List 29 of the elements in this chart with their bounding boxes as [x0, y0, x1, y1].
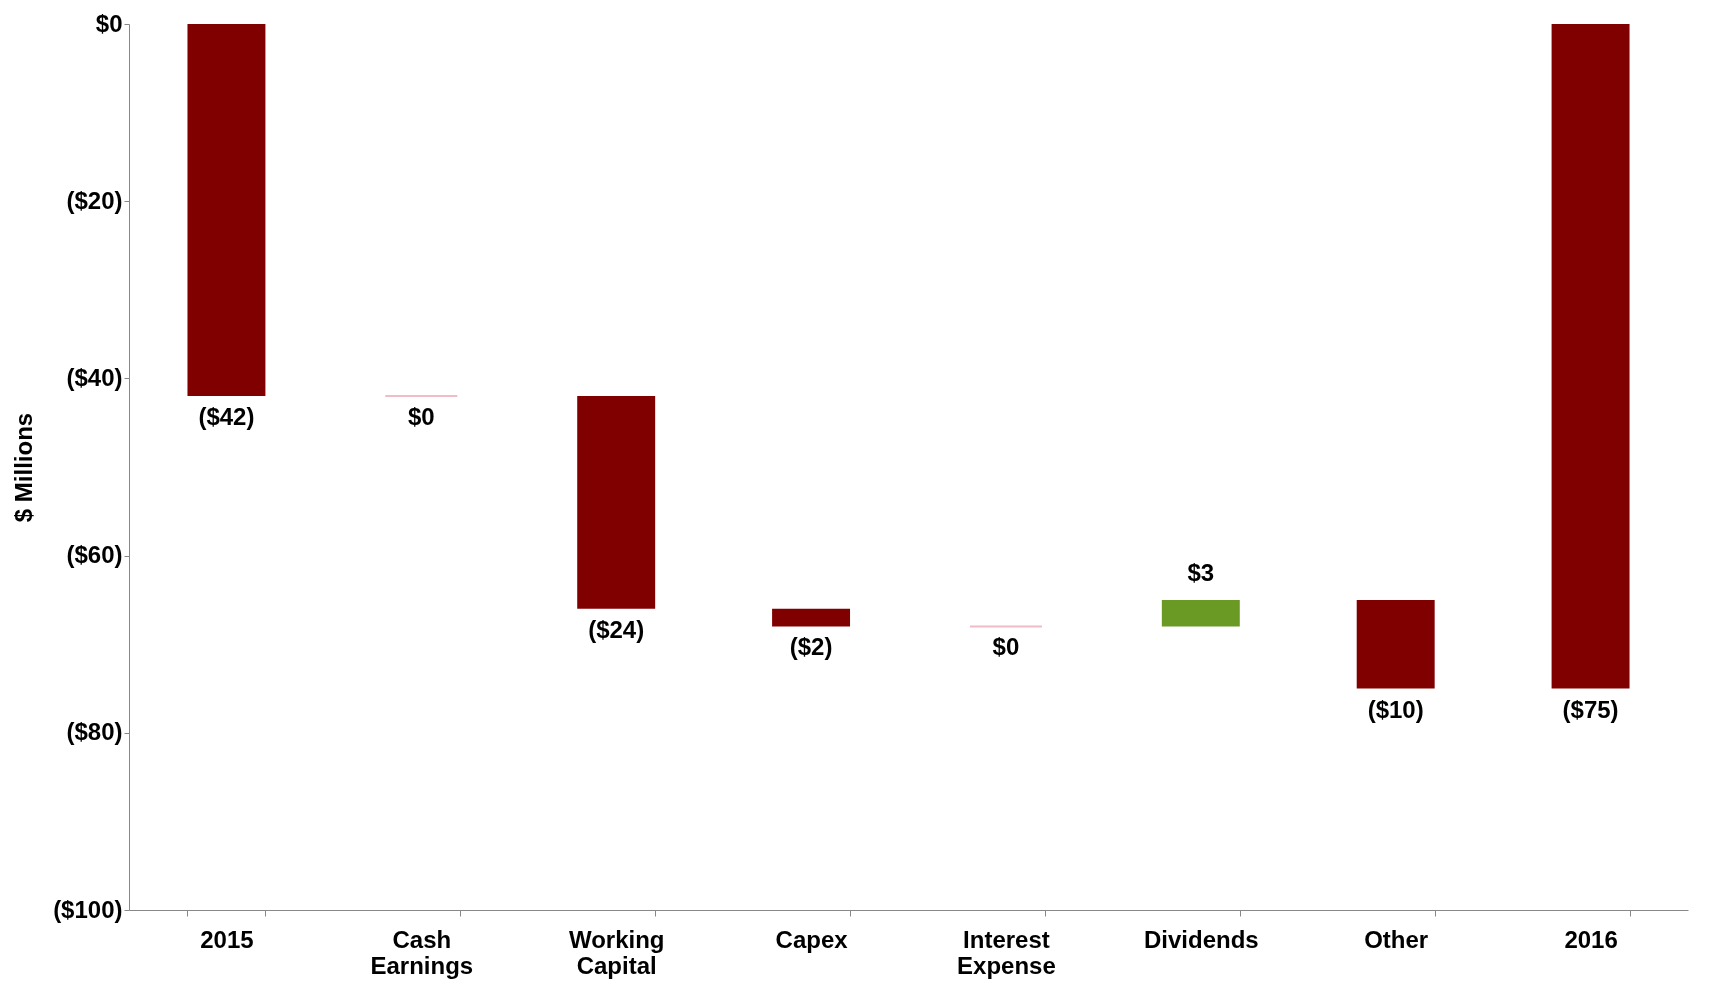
data-label: $0 [992, 633, 1020, 661]
bar [772, 608, 851, 627]
y-axis-title: $ Millions [10, 412, 38, 523]
x-tick-label: 2015 [200, 925, 254, 953]
x-tick-label: Capex [775, 925, 849, 953]
x-tick-label: Interest Expense [957, 925, 1056, 979]
y-tick-label: ($20) [66, 186, 123, 214]
bar [1551, 24, 1630, 689]
x-tick-label: Working Capital [568, 925, 665, 979]
bar [577, 396, 656, 609]
bar [187, 24, 266, 397]
bar [1161, 599, 1240, 627]
data-label: ($2) [789, 633, 833, 661]
x-tick-label: Other [1364, 925, 1429, 953]
bar [1356, 599, 1435, 689]
y-tick-label: ($60) [66, 541, 123, 569]
data-label: ($24) [588, 615, 645, 643]
data-label: $3 [1187, 558, 1215, 586]
y-tick-label: ($80) [66, 718, 123, 746]
data-label: ($10) [1367, 695, 1424, 723]
data-label: ($75) [1562, 695, 1619, 723]
y-tick-label: ($100) [53, 895, 123, 923]
y-tick-label: $0 [95, 9, 123, 37]
x-tick-label: Dividends [1143, 925, 1259, 953]
data-label: ($42) [198, 403, 255, 431]
x-tick-label: Cash Earnings [370, 925, 474, 979]
x-tick-label: 2016 [1564, 925, 1618, 953]
y-tick-label: ($40) [66, 363, 123, 391]
data-label: $0 [407, 403, 435, 431]
